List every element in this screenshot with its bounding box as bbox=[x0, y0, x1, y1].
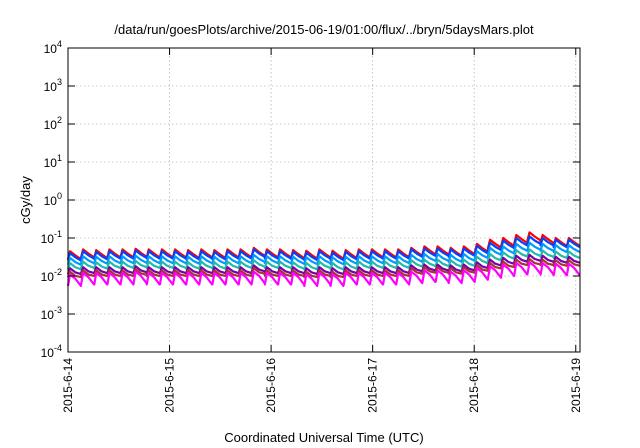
x-tick-label: 2015-6-18 bbox=[467, 358, 481, 413]
axis-ticks: 10-4 10-3 10-2 10-1 100 101 102 103 104 2015-6-14… bbox=[41, 39, 583, 413]
grid bbox=[68, 48, 580, 352]
x-tick-label: 2015-6-16 bbox=[264, 358, 278, 413]
x-tick-label: 2015-6-14 bbox=[61, 358, 75, 413]
series-lines bbox=[66, 231, 581, 287]
x-tick-label: 2015-6-17 bbox=[366, 358, 380, 413]
y-tick-label: 10-3 bbox=[41, 305, 62, 322]
y-axis-label: cGy/day bbox=[18, 176, 33, 224]
series-line bbox=[66, 257, 580, 279]
series-line bbox=[66, 231, 581, 261]
series-line bbox=[66, 261, 581, 287]
y-tick-label: 10-1 bbox=[41, 229, 62, 246]
series-line bbox=[66, 248, 581, 271]
x-axis-label: Coordinated Universal Time (UTC) bbox=[224, 430, 423, 445]
y-tick-label: 103 bbox=[44, 77, 62, 94]
y-tick-label: 104 bbox=[44, 39, 62, 56]
x-tick-label: 2015-6-15 bbox=[163, 358, 177, 413]
series-line bbox=[66, 235, 581, 262]
y-tick-label: 102 bbox=[44, 115, 62, 132]
chart-title: /data/run/goesPlots/archive/2015-06-19/0… bbox=[114, 22, 534, 37]
y-tick-label: 100 bbox=[44, 191, 62, 208]
y-tick-label: 10-4 bbox=[41, 343, 62, 360]
series-line bbox=[66, 241, 581, 266]
y-tick-label: 101 bbox=[44, 153, 62, 170]
y-tick-label: 10-2 bbox=[41, 267, 62, 284]
x-tick-label: 2015-6-19 bbox=[569, 358, 583, 413]
series-line bbox=[66, 253, 581, 276]
